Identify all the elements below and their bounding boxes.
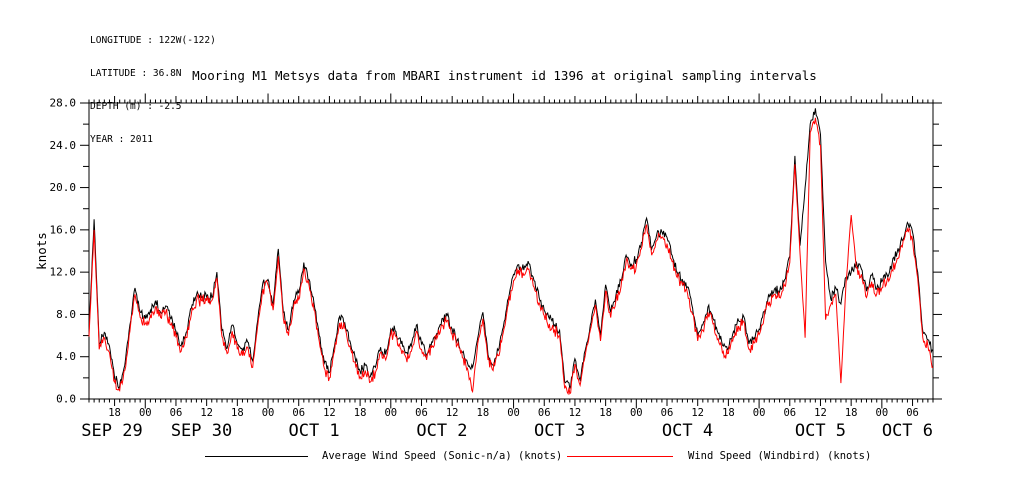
y-tick-label: 24.0 <box>50 139 77 152</box>
legend-line-windbird <box>567 456 673 457</box>
y-tick-label: 4.0 <box>56 350 76 363</box>
x-hour-tick-label: 00 <box>630 407 643 419</box>
x-hour-tick-label: 18 <box>231 407 244 419</box>
x-hour-tick-label: 12 <box>691 407 704 419</box>
x-hour-tick-label: 12 <box>323 407 336 419</box>
x-hour-tick-label: 18 <box>599 407 612 419</box>
x-hour-tick-label: 12 <box>200 407 213 419</box>
x-hour-tick-label: 12 <box>814 407 827 419</box>
x-date-label: OCT 5 <box>795 421 846 441</box>
y-tick-label: 20.0 <box>50 181 77 194</box>
y-tick-label: 8.0 <box>56 308 76 321</box>
metadata-year: YEAR : 2011 <box>90 134 153 145</box>
y-tick-label: 0.0 <box>56 393 76 406</box>
x-date-label: OCT 3 <box>534 421 585 441</box>
metadata-block: LONGITUDE : 122W(-122) LATITUDE : 36.8N … <box>90 13 216 156</box>
legend-line-avg <box>205 456 308 457</box>
x-hour-tick-label: 06 <box>906 407 919 419</box>
plot-box <box>88 102 934 400</box>
x-hour-tick-label: 12 <box>569 407 582 419</box>
x-hour-tick-label: 00 <box>876 407 889 419</box>
series-line-avg-sonic <box>88 108 934 390</box>
metadata-latitude: LATITUDE : 36.8N <box>90 68 182 79</box>
x-date-label: OCT 2 <box>416 421 467 441</box>
x-hour-tick-label: 00 <box>507 407 520 419</box>
x-hour-tick-label: 00 <box>384 407 397 419</box>
x-hour-tick-label: 06 <box>415 407 428 419</box>
x-date-label: OCT 4 <box>662 421 713 441</box>
x-hour-tick-label: 18 <box>845 407 858 419</box>
y-tick-label: 16.0 <box>50 223 77 236</box>
y-axis-title: knots <box>34 232 49 270</box>
metadata-depth: DEPTH (m) : -2.5 <box>90 101 182 112</box>
y-tick-label: 28.0 <box>50 97 77 110</box>
chart-title: Mooring M1 Metsys data from MBARI instru… <box>192 68 817 83</box>
x-hour-tick-label: 06 <box>538 407 551 419</box>
x-hour-tick-label: 00 <box>262 407 275 419</box>
x-hour-tick-label: 18 <box>722 407 735 419</box>
x-hour-tick-label: 06 <box>170 407 183 419</box>
x-hour-tick-label: 06 <box>783 407 796 419</box>
x-date-label: SEP 30 <box>171 421 232 441</box>
x-hour-tick-label: 06 <box>661 407 674 419</box>
legend-label-windbird: Wind Speed (Windbird) (knots) <box>688 450 872 462</box>
x-date-label: OCT 1 <box>288 421 339 441</box>
axis-ticks <box>80 93 942 409</box>
metadata-longitude: LONGITUDE : 122W(-122) <box>90 35 216 46</box>
x-hour-tick-label: 00 <box>139 407 152 419</box>
x-hour-tick-label: 06 <box>292 407 305 419</box>
x-date-label: SEP 29 <box>81 421 142 441</box>
legend-label-avg: Average Wind Speed (Sonic-n/a) (knots) <box>322 450 563 462</box>
x-hour-tick-label: 18 <box>108 407 121 419</box>
x-hour-tick-label: 18 <box>354 407 367 419</box>
x-date-label: OCT 6 <box>882 421 933 441</box>
x-hour-tick-label: 12 <box>446 407 459 419</box>
series-line-windbird <box>88 117 934 396</box>
y-tick-label: 12.0 <box>50 266 77 279</box>
axis-labels: 18 00 06 12 18 00 06 12 18 00 06 12 18 00 06 12 18 00 06 12… <box>34 97 933 442</box>
x-hour-tick-label: 00 <box>753 407 766 419</box>
x-hour-tick-label: 18 <box>477 407 490 419</box>
